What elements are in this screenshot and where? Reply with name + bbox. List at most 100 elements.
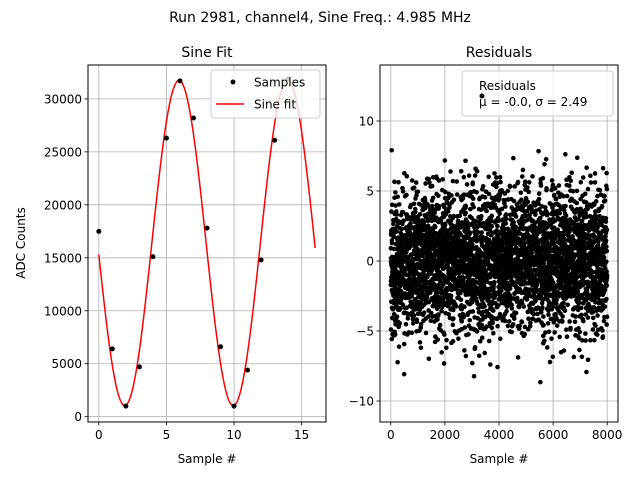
residual-point — [395, 194, 400, 200]
residual-point — [555, 227, 560, 232]
sample-point — [218, 344, 224, 350]
residual-point — [593, 323, 598, 328]
residual-point — [404, 173, 410, 179]
residual-point — [471, 204, 476, 210]
residual-point — [487, 227, 493, 233]
residual-point — [604, 227, 610, 233]
residual-point — [497, 174, 503, 180]
residual-point — [417, 340, 423, 345]
residual-point — [465, 226, 471, 232]
residual-point — [436, 193, 441, 199]
residual-point — [600, 334, 606, 339]
sample-point — [123, 403, 129, 409]
residual-point — [537, 215, 543, 221]
residual-point — [519, 197, 524, 203]
residual-point — [489, 325, 495, 331]
residual-point — [470, 196, 476, 202]
residual-point — [557, 334, 562, 340]
residual-point — [542, 162, 547, 167]
legend-residuals-label: Residuals — [479, 79, 536, 93]
residual-point — [570, 188, 576, 194]
residual-point — [450, 322, 456, 328]
residual-point — [415, 261, 420, 267]
residual-point — [519, 264, 525, 270]
residual-point — [588, 173, 593, 179]
residual-point — [541, 322, 546, 328]
residual-point — [486, 174, 491, 180]
sine-fit-axes-frame — [87, 64, 327, 423]
residual-point — [562, 236, 567, 242]
residual-point — [411, 273, 417, 278]
residual-point — [489, 219, 494, 224]
residual-point — [444, 337, 449, 343]
residual-point — [551, 208, 556, 214]
residual-point — [461, 174, 467, 180]
residual-point — [525, 199, 531, 204]
residual-point — [540, 333, 546, 339]
residual-point — [583, 338, 589, 343]
p2-y-tick-label: 10 — [359, 115, 374, 129]
residual-point — [529, 250, 534, 256]
residual-point — [507, 184, 513, 189]
residual-point — [474, 189, 479, 195]
residual-point — [499, 206, 505, 212]
residual-point — [531, 311, 537, 317]
residual-point — [502, 191, 508, 196]
residual-point — [602, 198, 608, 203]
residual-point — [568, 178, 574, 184]
residual-point — [513, 225, 519, 230]
residual-point — [430, 195, 436, 201]
residual-point — [389, 209, 394, 214]
residual-point — [522, 179, 528, 184]
residual-point — [588, 337, 593, 343]
residual-point — [450, 307, 456, 313]
residual-point — [590, 327, 596, 332]
residual-point — [571, 354, 577, 360]
residual-point — [464, 182, 470, 187]
residual-point — [401, 218, 406, 224]
residual-point — [541, 261, 546, 266]
residual-point — [578, 180, 584, 185]
residual-point — [391, 221, 396, 227]
residual-point — [522, 324, 528, 330]
residual-point — [604, 272, 610, 278]
residual-point — [562, 308, 568, 314]
residual-point — [601, 254, 607, 260]
residual-point — [403, 321, 409, 327]
residual-point — [588, 180, 594, 185]
sample-point — [245, 367, 251, 373]
residual-point — [534, 287, 540, 293]
residual-point — [538, 183, 544, 188]
residual-point — [486, 338, 492, 344]
residual-point — [574, 188, 580, 194]
residual-point — [467, 206, 473, 212]
sine-fit-grid — [88, 65, 326, 422]
residual-point — [545, 292, 551, 297]
legend-samples-marker — [230, 79, 236, 85]
p2-x-tick-label: 0 — [387, 428, 395, 442]
residual-point — [567, 281, 573, 287]
residual-point — [584, 165, 589, 170]
residual-point — [469, 360, 475, 366]
residual-point — [584, 369, 589, 375]
residual-point — [574, 200, 580, 206]
residual-point — [396, 219, 402, 224]
p2-y-tick-label: −5 — [356, 325, 374, 339]
residual-point — [567, 229, 572, 234]
residual-point — [527, 323, 533, 329]
residual-point — [414, 286, 419, 292]
residual-point — [463, 203, 468, 209]
residual-point — [546, 329, 552, 335]
residual-point — [389, 336, 395, 342]
residual-point — [439, 308, 444, 314]
residual-point — [540, 175, 546, 181]
residual-point — [528, 320, 533, 326]
residual-point — [521, 304, 527, 309]
sine-fit-x-ticks: 0 5 10 15 — [95, 422, 309, 442]
residual-point — [579, 354, 585, 360]
residual-point — [539, 204, 545, 209]
residual-point — [449, 193, 454, 198]
residual-point — [579, 208, 585, 214]
residual-point — [457, 238, 462, 243]
residual-point — [496, 218, 502, 223]
